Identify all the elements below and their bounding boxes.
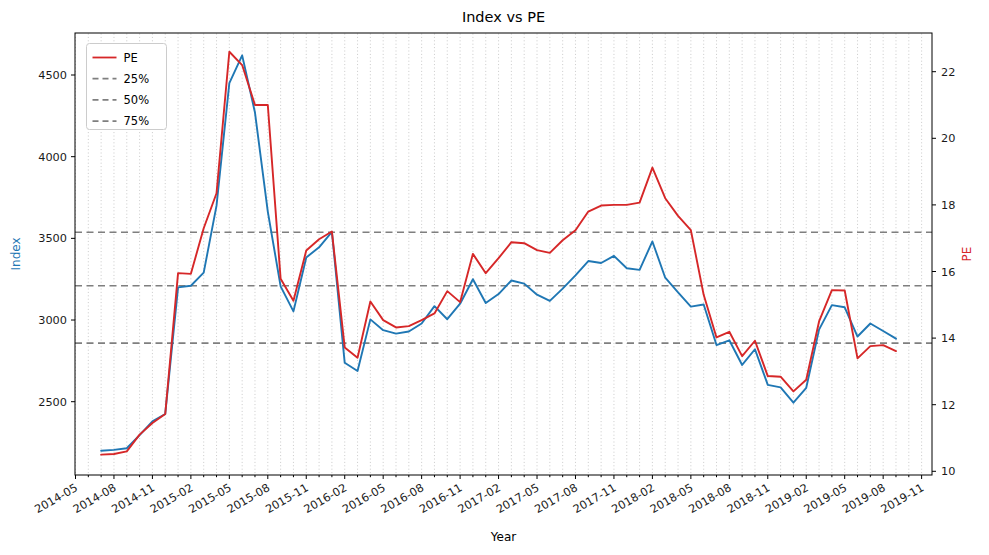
x-axis-label: Year bbox=[490, 530, 516, 544]
legend-label: 75% bbox=[124, 114, 150, 128]
y-axis-left-label: Index bbox=[9, 237, 23, 270]
y-left-tick-label: 3000 bbox=[38, 314, 67, 327]
y-right-tick-label: 12 bbox=[941, 399, 955, 412]
legend-label: PE bbox=[124, 51, 138, 65]
y-right-tick-label: 22 bbox=[941, 66, 955, 79]
y-right-tick-label: 20 bbox=[941, 132, 955, 145]
legend-label: 25% bbox=[124, 72, 150, 86]
y-right-tick-label: 18 bbox=[941, 199, 955, 212]
chart-title: Index vs PE bbox=[462, 9, 545, 25]
legend: PE 25% 50% 75% bbox=[87, 44, 167, 130]
y-axis-right-label: PE bbox=[960, 247, 974, 262]
figure: Index vs PE 2500300035004000450010121416… bbox=[0, 0, 989, 555]
y-right-tick-label: 16 bbox=[941, 266, 955, 279]
index-vs-pe-chart: 25003000350040004500101214161820222014-0… bbox=[0, 0, 989, 555]
legend-label: 50% bbox=[124, 93, 150, 107]
y-right-tick-label: 14 bbox=[941, 332, 955, 345]
y-left-tick-label: 4500 bbox=[38, 69, 67, 82]
y-right-tick-label: 10 bbox=[941, 465, 955, 478]
y-left-tick-label: 3500 bbox=[38, 232, 67, 245]
y-left-tick-label: 2500 bbox=[38, 396, 67, 409]
y-left-tick-label: 4000 bbox=[38, 151, 67, 164]
